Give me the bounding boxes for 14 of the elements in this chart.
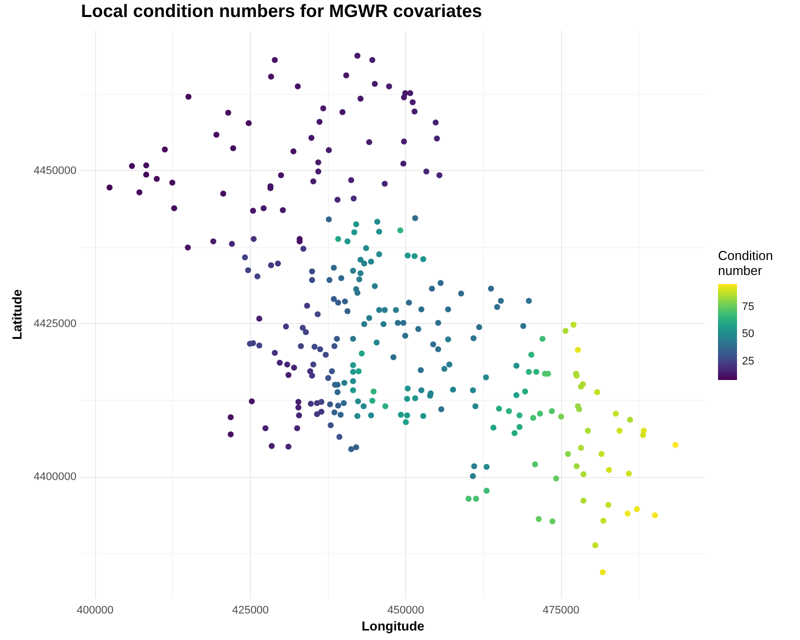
- color-bar-label: 25: [742, 355, 754, 368]
- y-tick-label: 4425000: [34, 318, 76, 330]
- color-bar-label: 75: [742, 300, 754, 313]
- color-bar-label: 50: [742, 328, 754, 340]
- x-tick-label: 450000: [387, 604, 424, 616]
- x-tick-label: 475000: [542, 604, 580, 616]
- y-tick-label: 4450000: [34, 164, 76, 177]
- x-tick-label: 425000: [232, 604, 269, 616]
- chart-title: Local condition numbers for MGWR covariates: [81, 1, 482, 21]
- x-axis-title: Longitude: [362, 618, 424, 634]
- x-tick-label: 400000: [76, 604, 114, 616]
- legend-title: Condition number: [718, 248, 773, 278]
- y-axis-title: Latitude: [10, 289, 25, 340]
- y-tick-label: 4400000: [34, 471, 76, 484]
